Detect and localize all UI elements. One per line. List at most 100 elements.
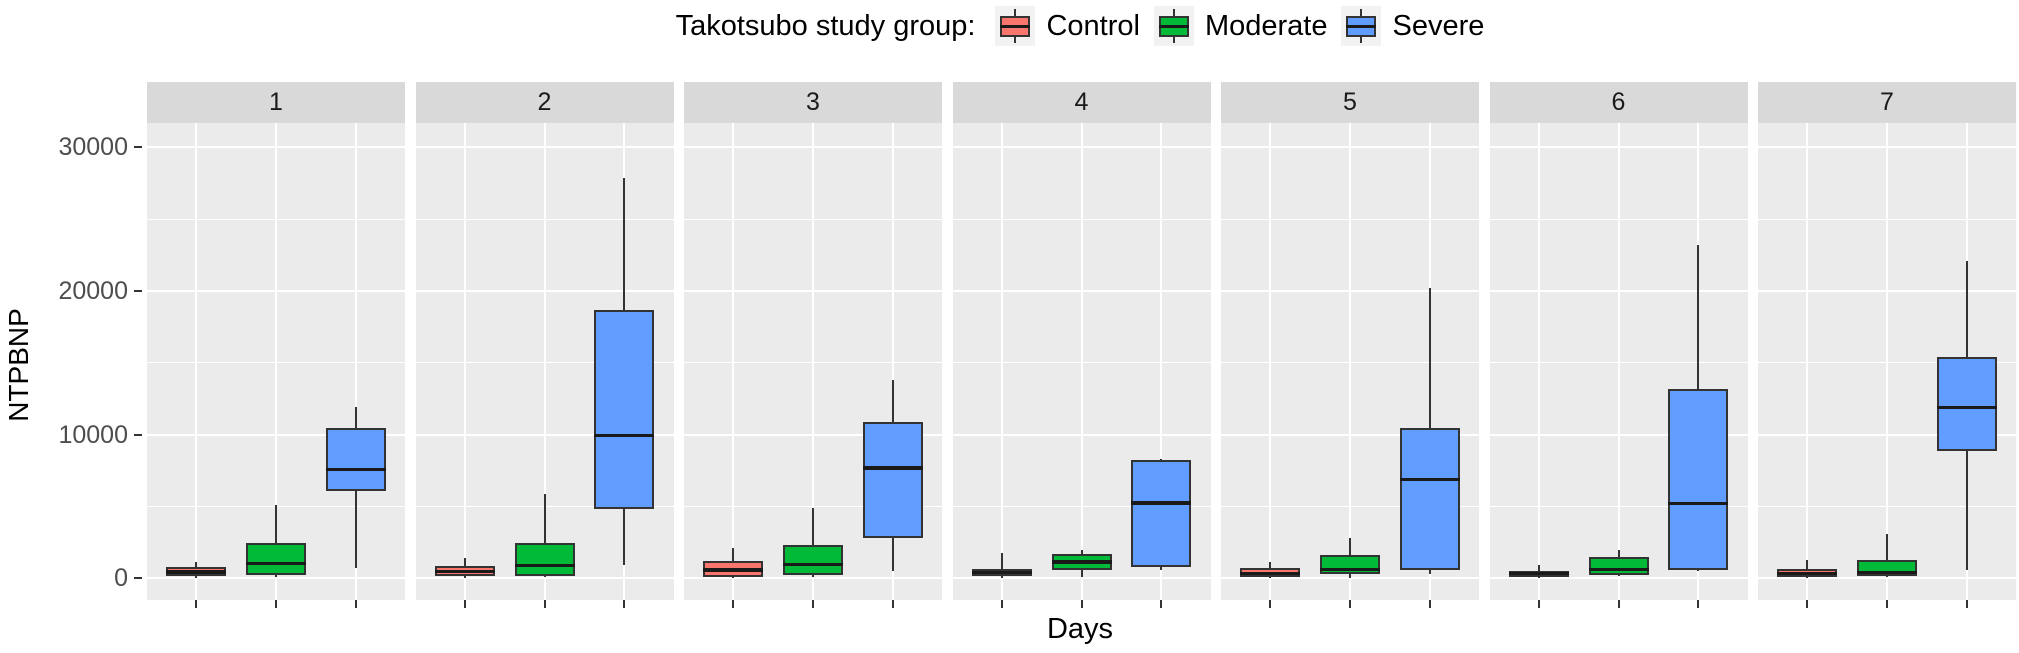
gridline-x-major (195, 123, 198, 600)
median-line-control (971, 570, 1032, 575)
median-line-moderate (1051, 560, 1112, 564)
whisker-lower-severe (891, 538, 894, 572)
x-tick-mark (1160, 600, 1163, 608)
median-line-control (434, 569, 495, 573)
facet-strip-label: 6 (1611, 88, 1626, 116)
median-line-control (1777, 571, 1838, 576)
whisker-upper-control (195, 561, 198, 568)
whisker-upper-control (1806, 559, 1809, 570)
x-tick-mark (1697, 600, 1700, 608)
whisker-upper-severe (623, 177, 626, 310)
whisker-lower-control (1269, 577, 1272, 578)
facet-strip-label: 7 (1880, 88, 1894, 116)
legend-key-median-icon (1000, 25, 1031, 28)
whisker-lower-severe (623, 509, 626, 565)
facet-strip: 2 (415, 82, 674, 123)
median-line-moderate (246, 561, 306, 566)
whisker-lower-control (195, 576, 198, 578)
legend-label: Moderate (1204, 9, 1328, 42)
legend-key-median-icon (1158, 25, 1189, 28)
facet-panel (684, 123, 942, 600)
median-line-severe (862, 466, 923, 470)
gridline-x-major (1537, 123, 1540, 600)
whisker-upper-severe (1160, 459, 1163, 460)
gridline-x-major (1806, 123, 1809, 600)
whisker-lower-moderate (812, 574, 814, 577)
facet-strip: 4 (952, 82, 1211, 123)
median-line-moderate (514, 563, 575, 568)
facet-panel (1221, 123, 1479, 600)
whisker-upper-control (732, 548, 735, 562)
whisker-lower-moderate (1080, 569, 1083, 577)
facet-strip: 6 (1489, 82, 1748, 123)
box-moderate (783, 544, 843, 575)
box-severe (1399, 427, 1460, 570)
legend-key-control-boxplot-icon (995, 6, 1036, 46)
whisker-lower-control (1806, 577, 1809, 578)
gridline-x-major (275, 123, 277, 600)
facet-panel (1489, 123, 1748, 600)
whisker-lower-severe (1965, 450, 1968, 570)
whisker-lower-moderate (1617, 574, 1620, 577)
box-severe (1131, 459, 1192, 567)
facet-strip-label: 3 (806, 88, 820, 116)
whisker-lower-control (1537, 577, 1540, 578)
whisker-upper-moderate (812, 508, 814, 545)
gridline-x-major (1617, 123, 1620, 600)
whisker-lower-moderate (1349, 574, 1351, 579)
y-tick-label: 0 (114, 564, 128, 593)
facet-panel (415, 123, 674, 600)
whisker-lower-severe (1428, 569, 1431, 575)
facet-panel (952, 123, 1211, 600)
whisker-upper-severe (1697, 245, 1700, 389)
y-tick-label: 10000 (58, 420, 128, 449)
gridline-x-major (1886, 123, 1888, 600)
median-line-control (1508, 571, 1569, 576)
legend-key-moderate-boxplot-icon (1153, 6, 1194, 46)
y-tick-mark (134, 290, 142, 293)
gridline-x-major (463, 123, 466, 600)
whisker-upper-moderate (1886, 533, 1888, 560)
x-tick-mark (1886, 600, 1888, 608)
legend-bar: Takotsubo study group: Control Moderate Se… (147, 0, 2013, 52)
whisker-lower-control (463, 576, 466, 579)
x-tick-mark (891, 600, 894, 608)
x-axis-title: Days (1046, 613, 1114, 645)
x-tick-mark (463, 600, 466, 608)
gridline-x-major (1160, 123, 1163, 600)
box-moderate (1588, 556, 1649, 575)
facet-panel (147, 123, 405, 600)
facet-panel (1758, 123, 2016, 600)
box-moderate (514, 543, 575, 576)
median-line-control (703, 568, 764, 572)
x-tick-mark (1806, 600, 1809, 608)
median-line-moderate (1857, 570, 1917, 575)
median-line-moderate (1588, 567, 1649, 572)
whisker-upper-moderate (275, 505, 277, 544)
whisker-lower-moderate (1886, 575, 1888, 577)
gridline-x-major (812, 123, 814, 600)
whisker-lower-control (732, 577, 735, 579)
median-line-severe (594, 433, 655, 438)
x-tick-mark (1428, 600, 1431, 608)
gridline-x-major (1000, 123, 1003, 600)
whisker-upper-moderate (1617, 549, 1620, 557)
facet-strip: 7 (1758, 82, 2016, 123)
median-line-severe (1131, 501, 1192, 505)
whisker-upper-severe (354, 407, 357, 428)
whisker-upper-control (1269, 561, 1272, 569)
x-tick-mark (623, 600, 626, 608)
whisker-upper-moderate (1080, 549, 1083, 554)
x-tick-mark (1965, 600, 1968, 608)
y-tick-label: 20000 (58, 277, 128, 306)
facet-strip-label: 2 (537, 88, 552, 116)
gridline-x-major (1269, 123, 1272, 600)
median-line-moderate (783, 562, 843, 567)
legend-label: Severe (1392, 9, 1485, 42)
gridline-x-major (891, 123, 894, 600)
whisker-upper-moderate (543, 493, 546, 544)
x-tick-mark (1000, 600, 1003, 608)
box-moderate (246, 543, 306, 575)
legend: Control Moderate Severe (995, 6, 1484, 46)
